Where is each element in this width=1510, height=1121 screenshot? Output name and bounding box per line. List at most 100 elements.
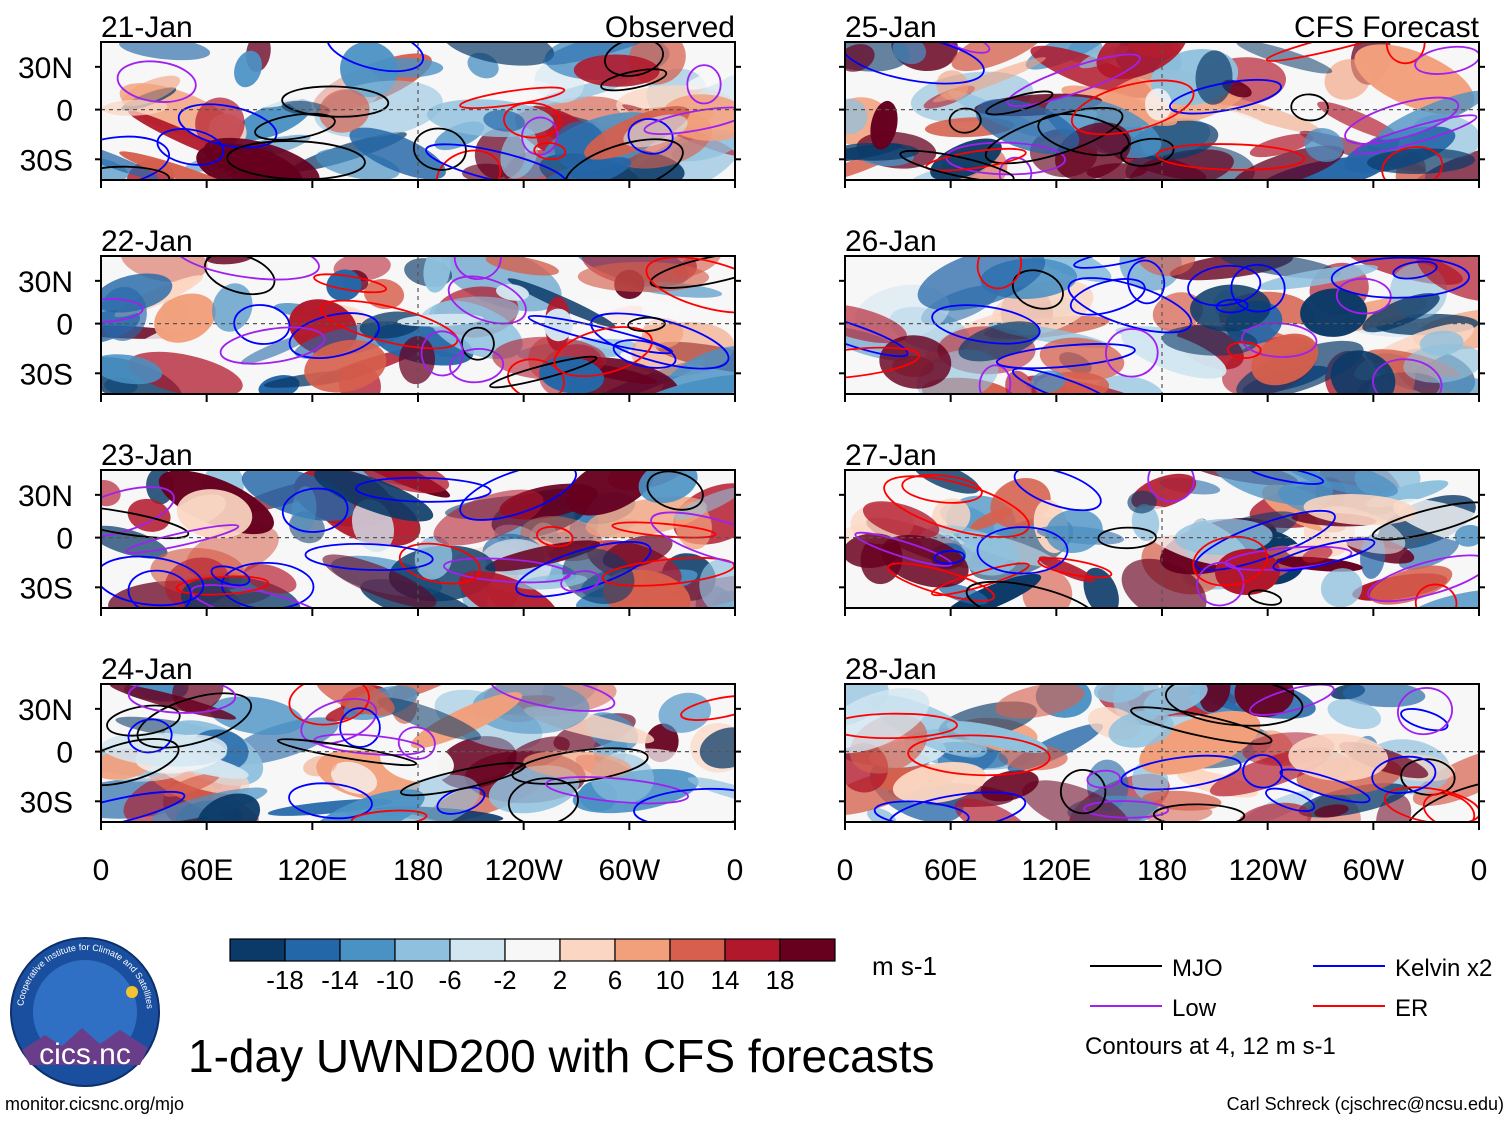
anomaly-blob <box>488 765 580 814</box>
anomaly-blob <box>309 789 425 822</box>
mjo-contour <box>984 106 1124 165</box>
low-contour <box>978 364 1012 394</box>
low-contour <box>1367 554 1479 603</box>
anomaly-blob <box>1320 568 1363 608</box>
anomaly-blob <box>1288 733 1389 781</box>
kelvin-contour <box>633 787 735 822</box>
wind-field <box>101 470 735 608</box>
mjo-contour <box>489 355 598 389</box>
x-tick-label: 60W <box>598 854 660 887</box>
low-contour <box>560 570 601 593</box>
mjo-contour <box>604 42 664 77</box>
x-tick-label: 180 <box>1137 854 1187 887</box>
kelvin-contour <box>590 312 730 370</box>
er-contour <box>1226 341 1262 359</box>
mjo-contour <box>254 112 336 141</box>
y-tick-label: 30N <box>18 694 73 727</box>
kelvin-contour <box>931 304 1041 345</box>
er-contour <box>1422 792 1476 822</box>
kelvin-contour <box>1120 754 1242 791</box>
x-tick-label: 60E <box>180 854 233 887</box>
anomaly-blob <box>954 798 1030 822</box>
wind-field <box>845 470 1479 608</box>
mjo-contour <box>564 138 684 180</box>
anomaly-blob <box>458 570 559 608</box>
er-contour <box>1414 583 1458 608</box>
anomaly-blob <box>363 278 405 310</box>
anomaly-blob <box>154 293 216 343</box>
colorbar-swatch <box>669 938 726 962</box>
anomaly-blob <box>281 100 331 117</box>
er-contour <box>1265 42 1410 62</box>
anomaly-blob <box>380 739 454 783</box>
anomaly-blob <box>542 42 671 65</box>
anomaly-blob <box>1143 684 1208 716</box>
anomaly-blob <box>623 114 688 148</box>
colorbar-label: 18 <box>766 965 795 995</box>
anomaly-blob <box>128 351 243 394</box>
anomaly-blob <box>1367 148 1475 174</box>
anomaly-blob <box>1342 684 1426 708</box>
kelvin-contour <box>1392 260 1438 280</box>
low-contour <box>643 106 735 135</box>
kelvin-contour <box>1230 263 1286 313</box>
anomaly-blob <box>931 498 971 535</box>
low-contour <box>420 330 464 377</box>
kelvin-contour <box>1265 787 1316 812</box>
panel-date: 28-Jan <box>845 653 937 686</box>
low-contour <box>490 684 616 712</box>
wind-field <box>845 256 1479 394</box>
anomaly-blob <box>1236 42 1333 74</box>
kelvin-contour <box>1067 277 1193 334</box>
anomaly-blob <box>845 303 907 344</box>
logo-text: cics.nc <box>39 1038 131 1071</box>
anomaly-blob <box>1398 536 1459 570</box>
anomaly-blob <box>1215 548 1280 596</box>
contour-note: Contours at 4, 12 m s-1 <box>1085 1033 1336 1060</box>
low-contour <box>1344 96 1460 145</box>
kelvin-contour <box>339 707 381 748</box>
low-contour <box>190 584 330 608</box>
map-panel-23-Jan: 23-Jan 30N 0 30S <box>18 439 741 616</box>
mjo-contour <box>1097 526 1157 550</box>
er-contour <box>503 102 561 139</box>
x-tick-label: 120E <box>277 854 347 887</box>
kelvin-contour <box>326 42 425 73</box>
panel-date: 23-Jan <box>101 439 193 472</box>
er-contour <box>1037 557 1113 579</box>
mjo-contour <box>400 762 526 797</box>
kelvin-contour <box>1013 470 1102 512</box>
anomaly-blob <box>370 58 444 78</box>
anomaly-blob <box>1454 524 1479 547</box>
kelvin-contour <box>1272 538 1376 572</box>
er-contour <box>645 256 735 314</box>
anomaly-blob <box>360 470 450 494</box>
anomaly-blob <box>212 283 253 332</box>
low-contour <box>125 524 240 554</box>
low-contour <box>650 511 735 569</box>
anomaly-blob <box>1045 509 1103 554</box>
colorbar-swatch <box>779 938 836 962</box>
anomaly-blob <box>870 100 898 150</box>
low-contour <box>116 60 197 103</box>
panel-date: 21-Jan <box>101 11 193 44</box>
er-contour <box>175 575 270 596</box>
low-contour <box>944 42 991 54</box>
legend-label: MJO <box>1172 955 1223 982</box>
anomaly-blob <box>1121 328 1227 379</box>
anomaly-blob <box>246 77 316 108</box>
mjo-contour <box>136 692 253 749</box>
kelvin-contour <box>527 314 674 355</box>
anomaly-blob <box>699 727 735 769</box>
x-tick-label: 120W <box>1228 854 1307 887</box>
panel-date: 22-Jan <box>101 225 193 258</box>
y-tick-label: 0 <box>56 523 73 556</box>
anomaly-blob <box>120 256 208 283</box>
anomaly-blob <box>1016 256 1112 282</box>
low-contour <box>101 486 175 538</box>
x-axes: 0 60E 120E 180 120W 60W 0 0 60E 120E 180 120W 60W 0 <box>93 854 1488 887</box>
mjo-contour <box>276 738 418 767</box>
wind-field <box>845 684 1479 822</box>
anomaly-blob <box>303 755 337 777</box>
anomaly-blob <box>243 563 297 594</box>
